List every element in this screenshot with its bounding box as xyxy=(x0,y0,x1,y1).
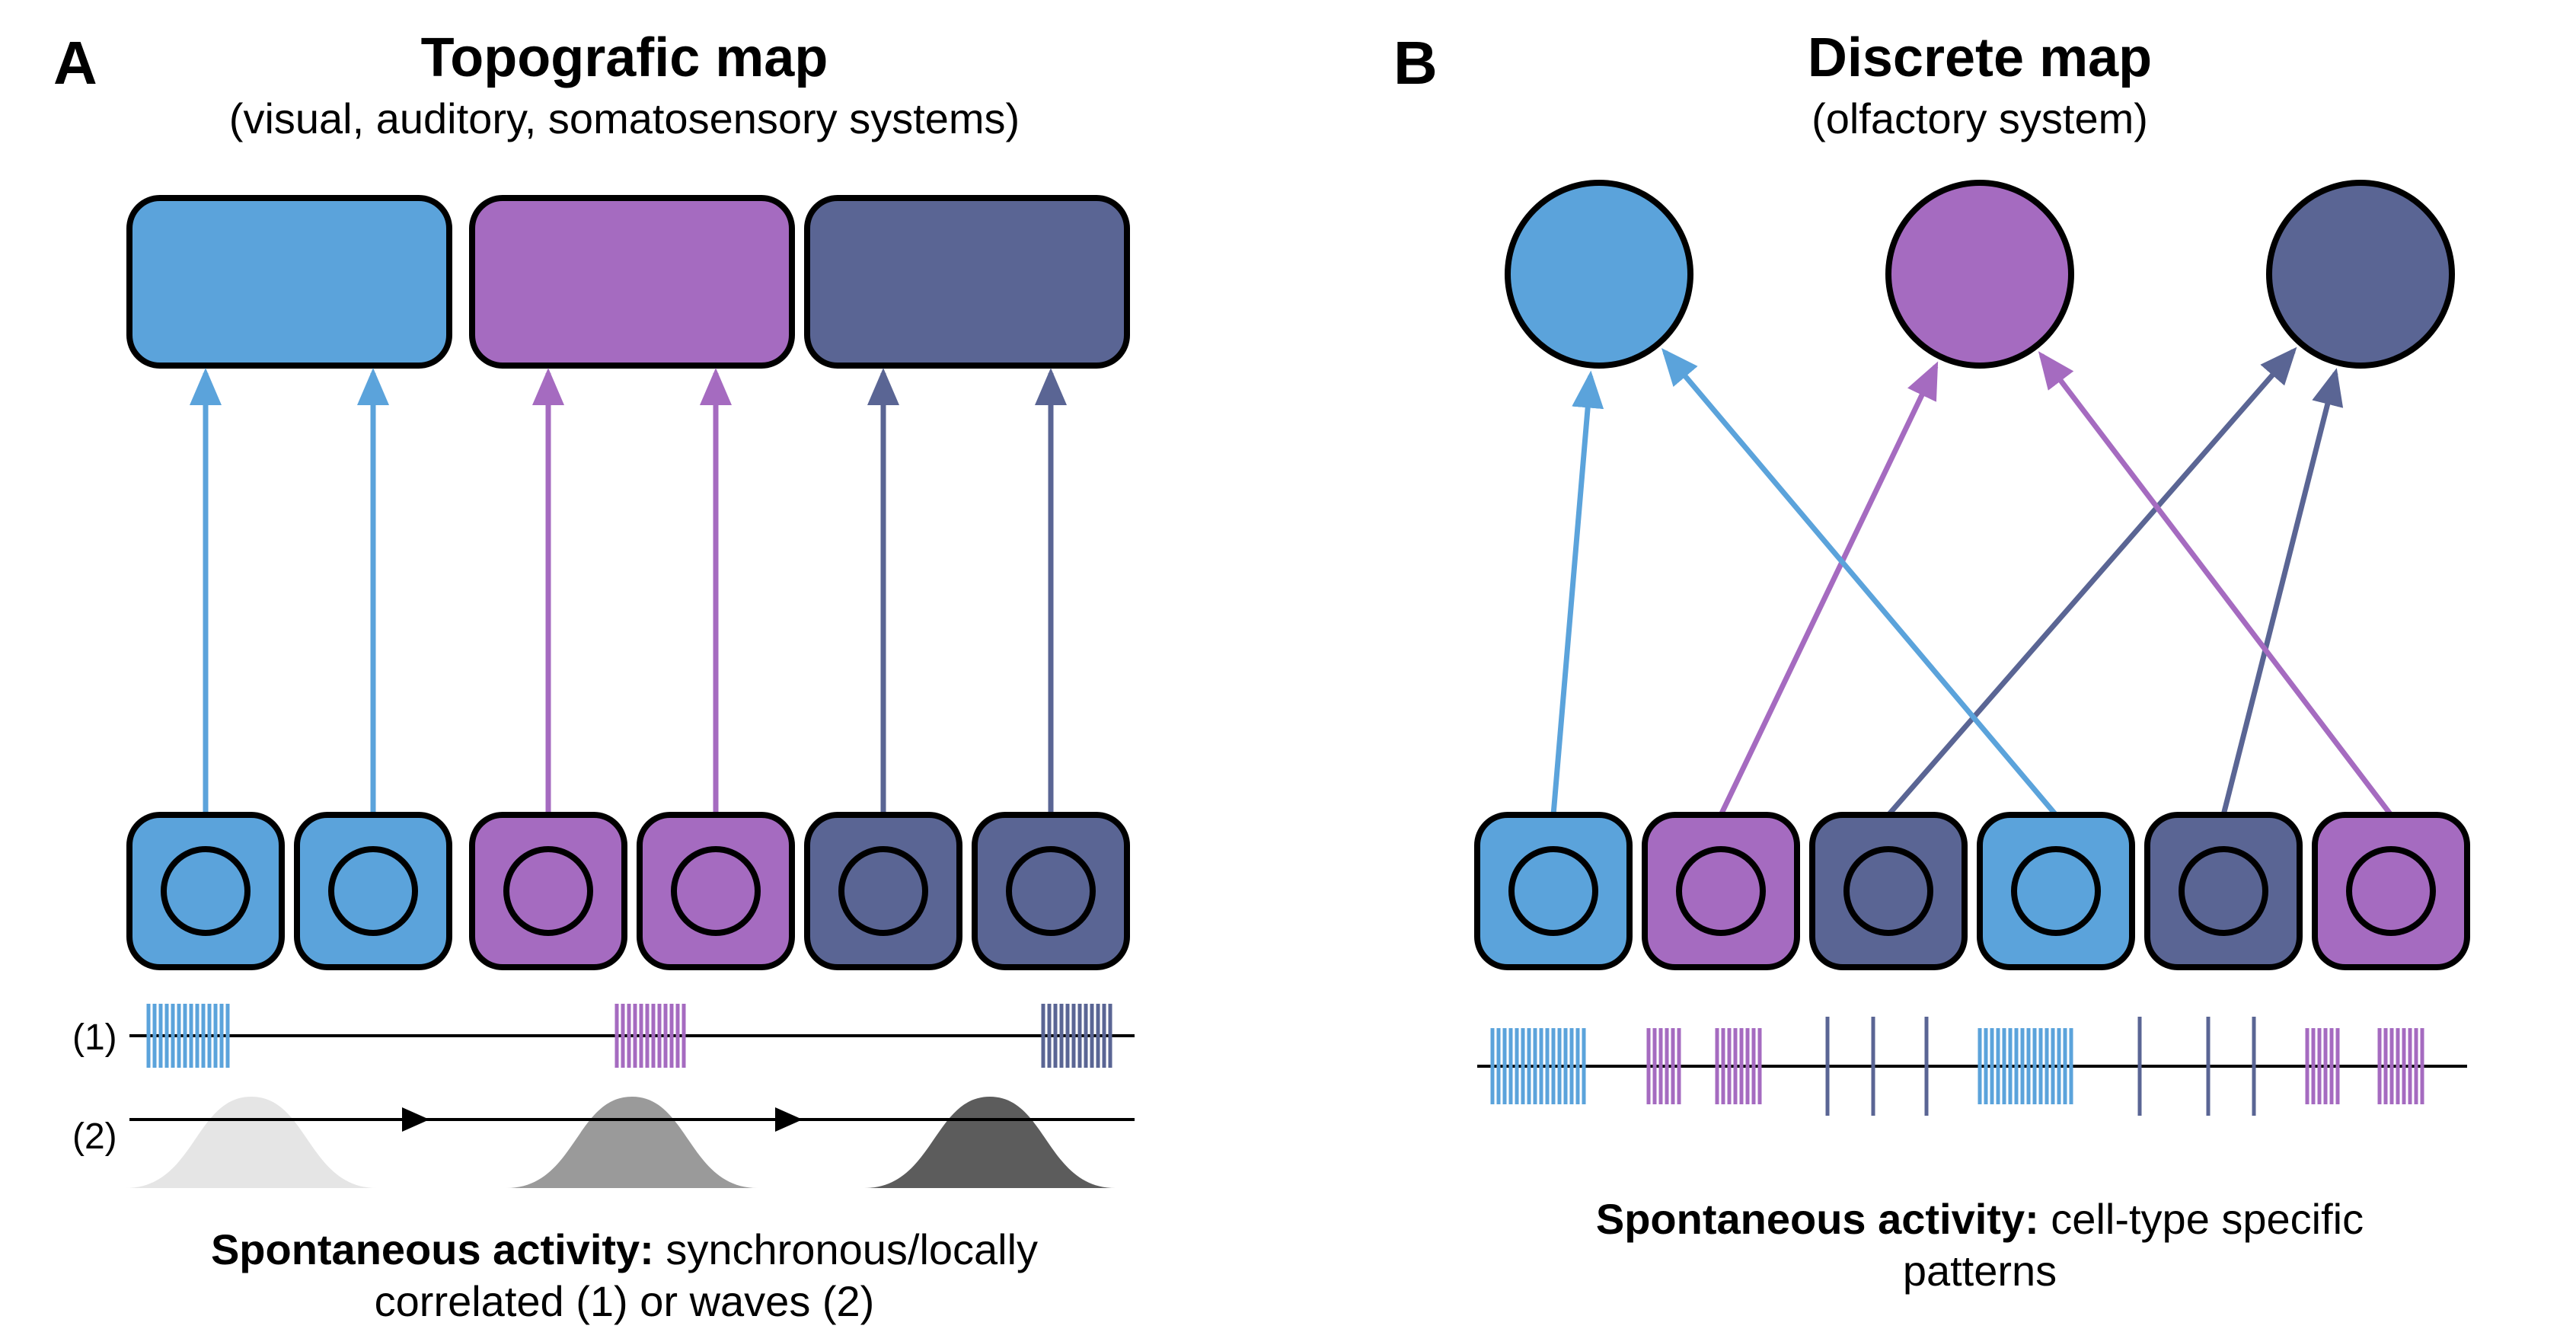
panel-b-title: Discrete map xyxy=(1808,27,2152,88)
b-projection-arrow-1 xyxy=(1721,366,1936,815)
panel-b: B Discrete map (olfactory system) Spontaneo… xyxy=(1393,27,2467,1295)
sensory-cell-0 xyxy=(129,815,282,967)
target-region-0 xyxy=(129,198,449,366)
glomerulus-1 xyxy=(1888,183,2071,366)
panel-letter-a: A xyxy=(53,29,97,97)
wave-bump-1 xyxy=(506,1097,758,1188)
figure-root: A Topografic map (visual, auditory, somato… xyxy=(0,0,2576,1332)
glomerulus-2 xyxy=(2269,183,2452,366)
sensory-cell-1 xyxy=(297,815,449,967)
panel-letter-b: B xyxy=(1393,29,1438,97)
panel-b-subtitle: (olfactory system) xyxy=(1811,94,2148,142)
diagram-svg: A Topografic map (visual, auditory, somato… xyxy=(0,0,2576,1332)
panel-a-caption-line2: correlated (1) or waves (2) xyxy=(375,1277,875,1325)
row2-label: (2) xyxy=(72,1116,117,1157)
panel-b-caption-line1: Spontaneous activity: cell-type specific xyxy=(1596,1195,2364,1243)
osn-cell-3 xyxy=(1980,815,2132,967)
panel-b-caption-line2: patterns xyxy=(1903,1247,2057,1295)
row1-label: (1) xyxy=(72,1017,117,1058)
panel-a-subtitle: (visual, auditory, somatosensory systems… xyxy=(229,94,1020,142)
osn-cell-4 xyxy=(2147,815,2300,967)
sensory-cell-5 xyxy=(975,815,1127,967)
target-region-1 xyxy=(472,198,792,366)
osn-cell-2 xyxy=(1812,815,1965,967)
target-region-2 xyxy=(807,198,1127,366)
panel-a-title: Topografic map xyxy=(421,27,828,88)
b-projection-arrow-3 xyxy=(1665,352,2056,815)
wave-bump-2 xyxy=(864,1097,1116,1188)
wave-bump-0 xyxy=(126,1097,377,1188)
panel-a: A Topografic map (visual, auditory, somato… xyxy=(53,27,1135,1325)
b-projection-arrow-4 xyxy=(2223,373,2335,815)
sensory-cell-2 xyxy=(472,815,624,967)
osn-cell-0 xyxy=(1477,815,1630,967)
sensory-cell-4 xyxy=(807,815,959,967)
osn-cell-1 xyxy=(1645,815,1797,967)
sensory-cell-3 xyxy=(640,815,792,967)
b-projection-arrow-0 xyxy=(1553,376,1591,815)
osn-cell-5 xyxy=(2315,815,2467,967)
panel-a-caption-line1: Spontaneous activity: synchronous/locall… xyxy=(211,1225,1038,1273)
glomerulus-0 xyxy=(1508,183,1690,366)
b-projection-arrow-5 xyxy=(2041,356,2391,815)
